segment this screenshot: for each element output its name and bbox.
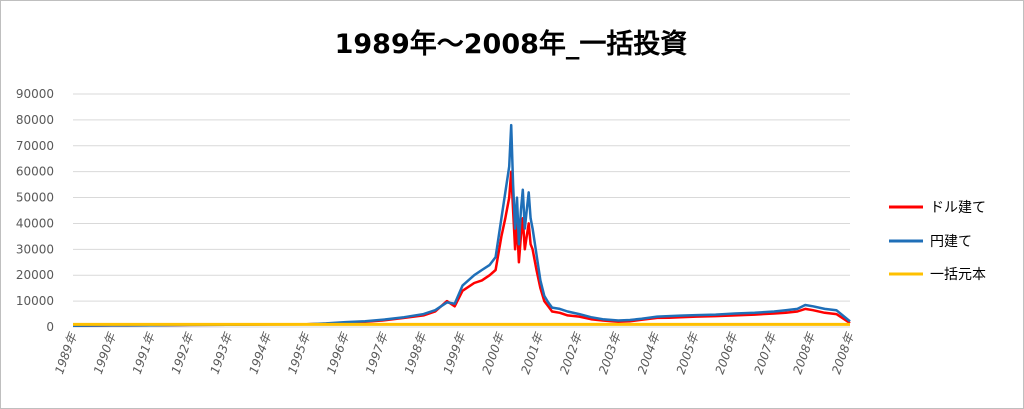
y-tick-label: 20000: [16, 268, 54, 282]
x-axis-ticks: 1989年 1990年 1991年 1992年 1993年 1994年 1995年 1996年…: [52, 329, 857, 376]
x-tick-label: 1989年: [52, 329, 80, 376]
y-tick-label: 90000: [16, 87, 54, 101]
y-tick-label: 10000: [16, 294, 54, 308]
x-tick-label: 1990年: [91, 329, 119, 376]
series-line-1: [72, 170, 851, 327]
chart-title: 1989年～2008年_一括投資: [334, 29, 688, 60]
y-axis-ticks: 0 10000 20000 30000 40000 50000 60000 70000 8000…: [16, 87, 54, 334]
y-tick-label: 70000: [16, 139, 54, 153]
y-tick-label: 0: [46, 320, 54, 334]
x-tick-label: 2008年: [790, 329, 818, 376]
x-tick-label: 2002年: [557, 329, 585, 376]
x-tick-label: 2003年: [596, 329, 624, 376]
x-tick-label: 1998年: [402, 329, 430, 376]
y-tick-label: 30000: [16, 242, 54, 256]
x-tick-label: 2000年: [479, 329, 507, 376]
legend-label: 一括元本: [930, 267, 986, 283]
x-tick-label: 2006年: [713, 329, 741, 376]
x-tick-label: 2001年: [518, 329, 546, 376]
x-tick-label: 1994年: [246, 329, 274, 376]
x-tick-label: 1999年: [441, 329, 469, 376]
series-lines: [72, 123, 851, 327]
legend-label: 円建て: [930, 234, 972, 250]
gridlines: [73, 93, 850, 302]
x-tick-label: 2004年: [635, 329, 663, 376]
x-tick-label: 2005年: [674, 329, 702, 376]
y-tick-label: 40000: [16, 216, 54, 230]
y-tick-label: 80000: [16, 113, 54, 127]
x-tick-label: 1997年: [363, 329, 391, 376]
x-tick-label: 2008年: [829, 329, 857, 376]
series-line-2: [72, 123, 851, 327]
x-tick-label: 2007年: [751, 329, 779, 376]
legend-label: ドル建て: [930, 200, 986, 216]
x-tick-label: 1991年: [130, 329, 158, 376]
x-tick-label: 1992年: [169, 329, 197, 376]
x-tick-label: 1995年: [285, 329, 313, 376]
y-tick-label: 60000: [16, 165, 54, 179]
x-tick-label: 1993年: [208, 329, 236, 376]
y-tick-label: 50000: [16, 191, 54, 205]
x-tick-label: 1996年: [324, 329, 352, 376]
